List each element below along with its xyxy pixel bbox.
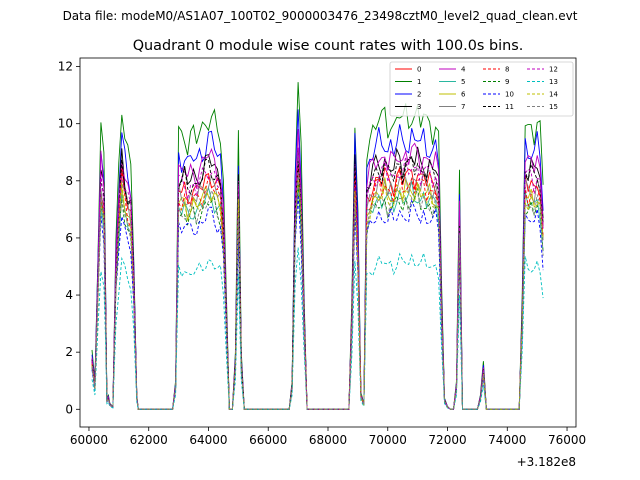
legend-label-12: 12: [549, 66, 558, 74]
legend-label-0: 0: [417, 66, 421, 74]
series-line-3: [91, 146, 544, 410]
series-line-2: [91, 109, 544, 410]
x-tick-label: 70000: [369, 433, 407, 447]
x-tick-label: 68000: [309, 433, 347, 447]
legend-label-14: 14: [549, 91, 558, 99]
legend-label-10: 10: [505, 91, 514, 99]
series-line-4: [91, 129, 544, 410]
x-tick-label: 60000: [70, 433, 108, 447]
series-line-11: [91, 156, 544, 410]
legend-label-2: 2: [417, 91, 421, 99]
series-line-0: [91, 164, 544, 410]
legend-box: [389, 61, 574, 117]
chart-title: Quadrant 0 module wise count rates with …: [133, 38, 524, 54]
legend-label-5: 5: [461, 78, 465, 86]
legend-label-13: 13: [549, 78, 558, 86]
y-tick-label: 12: [58, 60, 73, 74]
x-offset-label: +3.182e8: [517, 455, 576, 469]
series-line-9: [91, 182, 544, 410]
legend-label-15: 15: [549, 103, 558, 111]
series-line-15: [91, 171, 544, 410]
y-tick-label: 4: [65, 288, 73, 302]
y-tick-label: 0: [65, 402, 73, 416]
series-line-8: [91, 167, 544, 410]
series-line-12: [91, 147, 544, 410]
x-axis: 60000 62000 64000 66000 68000 70000 72000 74000…: [70, 427, 586, 447]
x-tick-label: 64000: [189, 433, 227, 447]
legend-label-1: 1: [417, 78, 421, 86]
series-line-13: [91, 247, 544, 410]
plot-area: [91, 82, 544, 410]
y-tick-label: 8: [65, 174, 73, 188]
legend-label-3: 3: [417, 103, 421, 111]
legend-label-9: 9: [505, 78, 509, 86]
x-tick-label: 72000: [428, 433, 466, 447]
x-tick-label: 74000: [488, 433, 526, 447]
y-tick-label: 2: [65, 345, 73, 359]
series-line-6: [91, 177, 544, 410]
series-line-7: [91, 151, 544, 410]
legend-label-8: 8: [505, 66, 509, 74]
chart-supertitle: Data file: modeM0/AS1A07_100T02_90000034…: [63, 9, 578, 23]
x-tick-label: 66000: [249, 433, 287, 447]
legend-label-7: 7: [461, 103, 465, 111]
y-tick-label: 10: [58, 117, 73, 131]
series-line-1: [91, 82, 544, 410]
series-line-10: [91, 194, 544, 410]
x-tick-label: 62000: [130, 433, 168, 447]
legend-label-6: 6: [461, 91, 466, 99]
series-line-14: [91, 178, 544, 410]
legend-label-11: 11: [505, 103, 514, 111]
series-line-5: [91, 180, 544, 410]
y-axis: 0 2 4 6 8 10 12: [58, 60, 80, 416]
legend-label-4: 4: [461, 66, 466, 74]
x-tick-label: 76000: [548, 433, 586, 447]
y-tick-label: 6: [65, 231, 73, 245]
